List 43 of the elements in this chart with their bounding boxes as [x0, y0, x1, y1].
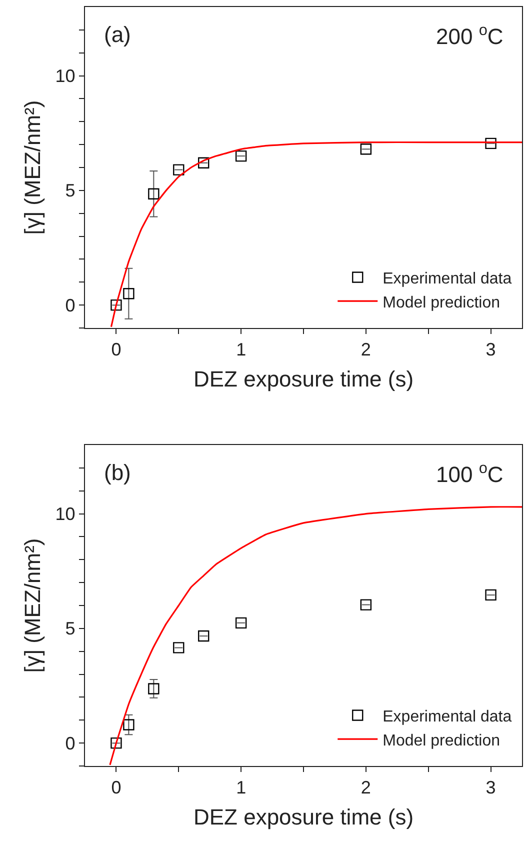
x-tick-label: 2: [360, 340, 371, 360]
legend-label: Experimental data: [382, 270, 512, 288]
point: [123, 719, 134, 730]
y-tick-label: 5: [65, 618, 76, 639]
point: [173, 164, 184, 176]
y-axis-title: [γ] (MEZ/nm²): [20, 538, 46, 673]
point: [198, 630, 210, 642]
x-tick-label: 2: [360, 778, 371, 798]
legend-label: Model prediction: [382, 732, 500, 750]
point: [198, 157, 210, 169]
point: [173, 642, 184, 654]
point: [110, 299, 122, 311]
y-tick-label: 10: [55, 504, 76, 524]
point: [235, 617, 247, 629]
x-axis-title: DEZ exposure time (s): [193, 804, 414, 830]
x-axis-title: DEZ exposure time (s): [193, 366, 414, 392]
y-tick-label: 0: [65, 295, 76, 316]
annotation: 200 $^{o}$C: [436, 22, 504, 50]
point: [485, 138, 496, 150]
point: [148, 188, 160, 200]
line-series: [109, 506, 522, 766]
point: [123, 288, 134, 300]
point: [110, 737, 122, 749]
x-tick-label: 0: [111, 340, 122, 360]
y-tick-label: 0: [65, 733, 76, 754]
point: [148, 683, 160, 694]
x-tick-label: 0: [111, 778, 122, 798]
annotation: (a): [104, 22, 131, 47]
x-tick-label: 1: [236, 778, 246, 798]
x-tick-label: 3: [486, 778, 496, 798]
point: [235, 150, 247, 162]
point: [360, 599, 372, 610]
legend-label: Model prediction: [382, 294, 500, 312]
x-tick-label: 3: [486, 340, 496, 360]
legend-label: Experimental data: [382, 708, 512, 726]
y-axis-title: [γ] (MEZ/nm²): [20, 100, 46, 235]
y-tick-label: 5: [65, 180, 76, 201]
point: [485, 589, 496, 601]
y-tick-label: 10: [55, 66, 76, 86]
annotation: (b): [104, 460, 131, 485]
x-tick-label: 1: [236, 340, 246, 360]
annotation: 100 $^{o}$C: [436, 460, 504, 488]
point: [360, 144, 372, 155]
